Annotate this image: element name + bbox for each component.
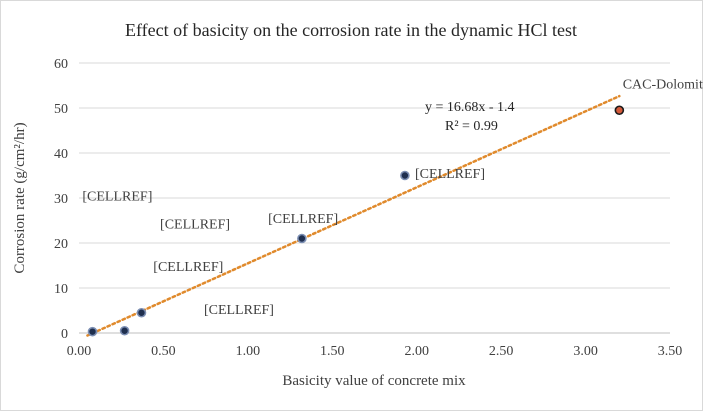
data-point bbox=[136, 307, 147, 318]
x-tick-label: 0.50 bbox=[151, 344, 176, 359]
data-label: [CELLREF] bbox=[153, 260, 223, 275]
axes: 0 10 20 30 40 50 60 0.00 0.50 1.00 1.50 2.00 2.50 3.0… bbox=[54, 57, 682, 359]
x-tick-label: 2.50 bbox=[489, 344, 514, 359]
x-tick-label: 3.00 bbox=[573, 344, 598, 359]
y-tick-label: 0 bbox=[61, 327, 68, 342]
y-tick-label: 40 bbox=[54, 147, 68, 162]
data-point bbox=[87, 326, 98, 337]
data-label: [CELLREF] bbox=[415, 167, 485, 182]
x-tick-label: 0.00 bbox=[67, 344, 92, 359]
data-labels: CAC-Dolomite [CELLREF] [CELLREF] [CELLREF] [… bbox=[82, 78, 703, 318]
y-axis-title: Corrosion rate (g/cm²/hr) bbox=[12, 122, 28, 273]
data-label: CAC-Dolomite bbox=[623, 78, 703, 93]
data-label: [CELLREF] bbox=[82, 189, 152, 204]
x-tick-label: 3.50 bbox=[658, 344, 683, 359]
trendline-layer bbox=[86, 94, 621, 337]
trendline-equation: y = 16.68x - 1.4 bbox=[425, 100, 515, 115]
data-point bbox=[614, 105, 625, 116]
y-tick-label: 10 bbox=[54, 282, 68, 297]
y-tick-label: 60 bbox=[54, 57, 68, 72]
data-point bbox=[297, 233, 307, 244]
data-label: [CELLREF] bbox=[160, 218, 230, 233]
gridlines bbox=[79, 62, 670, 289]
y-tick-label: 50 bbox=[54, 102, 68, 117]
chart-title: Effect of basicity on the corrosion rate… bbox=[125, 20, 577, 40]
trendline bbox=[86, 94, 621, 337]
data-label: [CELLREF] bbox=[204, 303, 274, 318]
y-tick-label: 30 bbox=[54, 192, 68, 207]
trendline-r2: R² = 0.99 bbox=[445, 119, 498, 134]
data-point bbox=[400, 170, 410, 181]
data-point bbox=[119, 325, 130, 336]
x-tick-label: 1.50 bbox=[320, 344, 345, 359]
y-tick-label: 20 bbox=[54, 237, 68, 252]
x-axis-title: Basicity value of concrete mix bbox=[282, 373, 466, 389]
data-label: [CELLREF] bbox=[268, 212, 338, 227]
x-tick-label: 1.00 bbox=[236, 344, 261, 359]
x-tick-label: 2.00 bbox=[404, 344, 429, 359]
data-points bbox=[87, 105, 625, 337]
